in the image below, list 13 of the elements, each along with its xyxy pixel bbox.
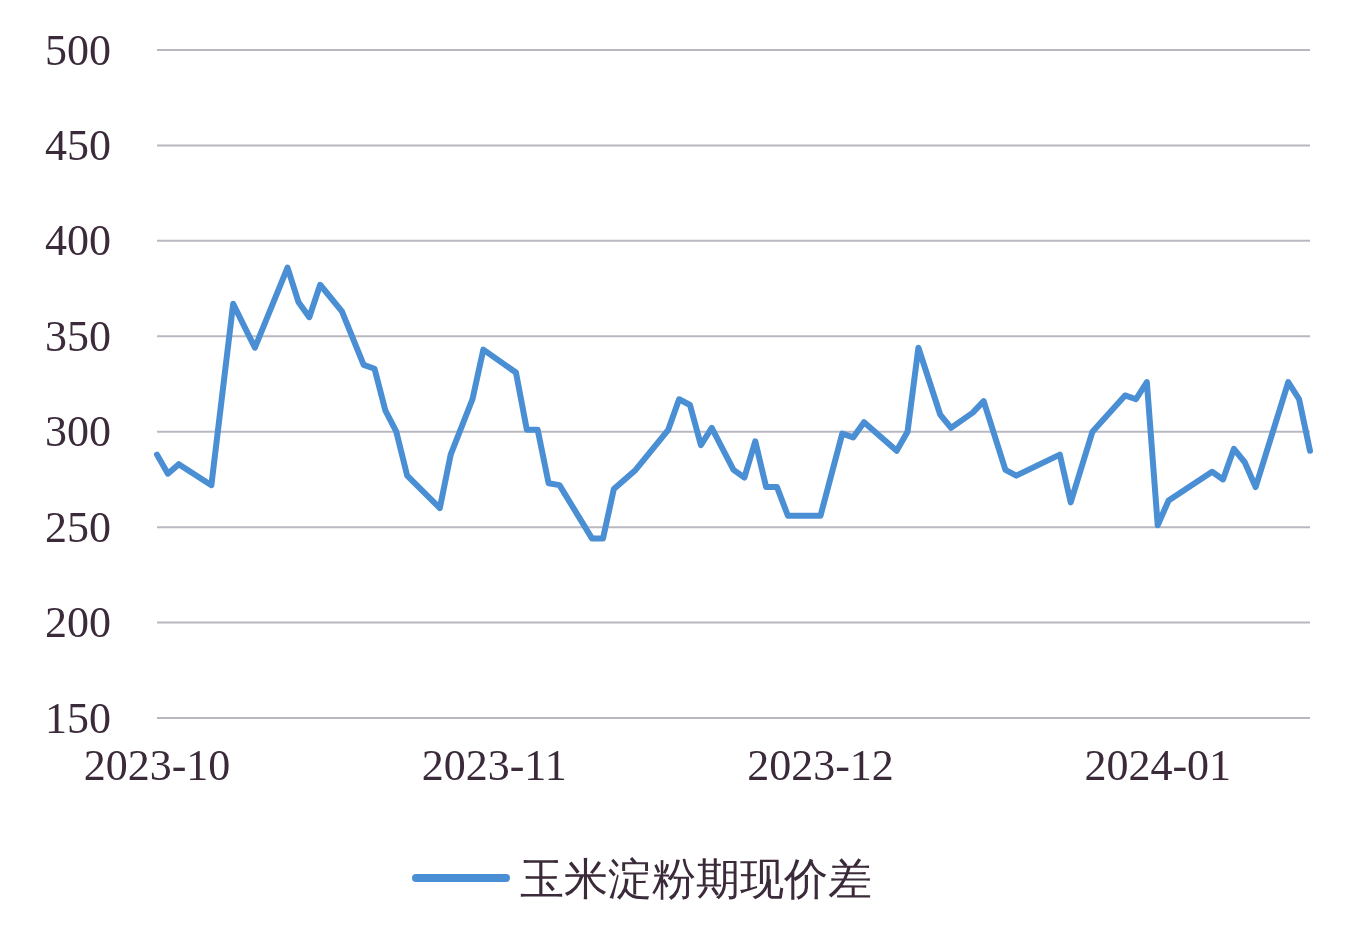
y-tick-label: 450	[45, 120, 111, 170]
x-tick-label: 2023-12	[747, 741, 894, 790]
legend-label: 玉米淀粉期现价差	[520, 852, 872, 904]
y-tick-label: 350	[45, 311, 111, 361]
x-tick-label: 2024-01	[1084, 741, 1232, 790]
y-tick-label: 150	[45, 693, 111, 743]
y-tick-label: 250	[45, 502, 111, 552]
y-tick-label: 300	[45, 407, 111, 457]
x-tick-label: 2023-11	[421, 741, 567, 790]
y-tick-label: 200	[45, 598, 111, 648]
y-tick-label: 500	[45, 25, 111, 75]
x-tick-label: 2023-10	[83, 741, 231, 790]
y-tick-label: 400	[45, 216, 111, 266]
